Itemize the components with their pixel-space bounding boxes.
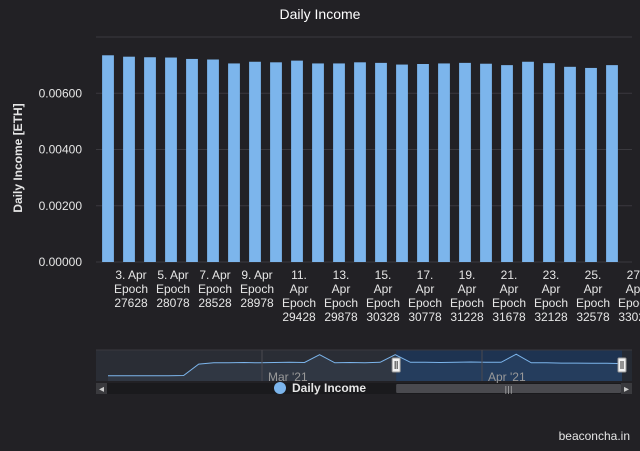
y-tick-label: 0.00600 [39,86,83,100]
y-tick-label: 0.00200 [39,199,83,213]
chart-title: Daily Income [279,6,361,22]
x-tick-label: 5. Apr Epoch 28078 [156,268,190,310]
bar[interactable] [417,64,429,262]
bar[interactable] [228,63,240,262]
x-tick-label: 9. Apr Epoch 28978 [240,268,274,310]
bar[interactable] [501,65,513,262]
bar[interactable] [543,63,555,262]
navigator-handle[interactable] [391,357,401,373]
bar[interactable] [522,61,534,262]
scrollbar-thumb[interactable] [396,384,621,393]
scroll-left-arrow-icon: ◂ [99,384,104,395]
x-tick-label: 17. Apr Epoch 30778 [408,268,442,324]
scrollbar-grip-icon: ||| [505,385,513,394]
x-tick-label: 23. Apr Epoch 32128 [534,268,568,324]
bar[interactable] [606,65,618,262]
bar[interactable] [333,63,345,262]
bar[interactable] [564,66,576,262]
bar[interactable] [375,62,387,262]
bar[interactable] [102,55,114,262]
scrollbar-track[interactable] [96,383,632,394]
bar[interactable] [438,63,450,262]
bar[interactable] [207,59,219,263]
navigator[interactable]: Mar '21 Apr '21 [96,349,632,384]
credits-link[interactable]: beaconcha.in [558,429,630,443]
x-tick-label: 11. Apr Epoch 29428 [282,268,316,324]
navigator-area [108,354,622,381]
scrollbar[interactable]: ◂ ▸ ||| [96,383,632,395]
legend-item[interactable]: Daily Income [0,381,640,395]
navigator-handle[interactable] [617,357,627,373]
x-tick-label: 27.AprEpoch33028 [618,268,640,324]
bar[interactable] [354,62,366,262]
navigator-date-label: Apr '21 [488,370,526,384]
bar-series [102,55,618,262]
x-tick-label: 3. Apr Epoch 27628 [114,268,148,310]
bar[interactable] [312,63,324,262]
bar[interactable] [186,58,198,262]
y-tick-label: 0.00400 [39,143,83,157]
x-tick-label: 21. Apr Epoch 31678 [492,268,526,324]
bar[interactable] [459,62,471,262]
bar[interactable] [480,63,492,262]
scroll-right-arrow-icon: ▸ [624,384,629,395]
legend-marker [273,382,286,394]
bar[interactable] [165,57,177,262]
y-tick-label: 0.00000 [39,255,83,269]
y-axis-ticks: 0.00000 0.00200 0.00400 0.00600 [39,86,83,269]
navigator-date-label: Mar '21 [268,370,308,384]
legend-label: Daily Income [291,381,367,395]
x-tick-label: 25. Apr Epoch 32578 [576,268,610,324]
scroll-right-button[interactable] [621,383,632,394]
navigator-series-line [108,353,623,377]
scroll-left-button[interactable] [96,383,107,394]
bar[interactable] [144,57,156,262]
y-axis-title: Daily Income [ETH] [11,103,25,212]
bar[interactable] [270,62,282,262]
x-tick-label: 15. Apr Epoch 30328 [366,268,400,324]
x-tick-label: 19. Apr Epoch 31228 [450,268,484,324]
bar[interactable] [123,56,135,262]
x-tick-label: 13. Apr Epoch 29878 [324,268,358,324]
bar[interactable] [585,67,597,262]
x-tick-label: 7. Apr Epoch 28528 [198,268,232,310]
navigator-selection[interactable] [396,350,622,381]
bar[interactable] [291,60,303,262]
bar[interactable] [396,64,408,262]
bar[interactable] [249,61,261,262]
